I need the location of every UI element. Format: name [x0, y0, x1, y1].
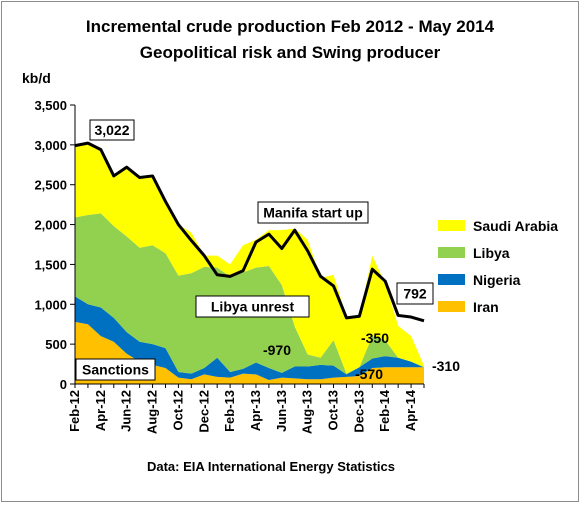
annotation-iran-delta: -570: [355, 366, 383, 382]
annotation-libya-unrest: Libya unrest: [211, 299, 295, 315]
y-tick-label: 500: [45, 337, 67, 352]
legend-label: Nigeria: [473, 272, 521, 288]
annotation-end-value: 792: [403, 286, 427, 302]
area-libya: [75, 213, 424, 375]
annotation-peak: 3,022: [94, 122, 129, 138]
x-tick-label: Oct-13: [326, 390, 341, 430]
y-tick-label: 3,000: [34, 138, 67, 153]
y-tick-label: 2,500: [34, 178, 67, 193]
y-tick-label: 0: [60, 377, 67, 392]
annotation-manifa: Manifa start up: [263, 205, 363, 221]
annotations: 3,022 Manifa start up Libya unrest Sanction…: [75, 119, 460, 382]
source-note: Data: EIA International Energy Statistic…: [147, 459, 395, 474]
x-tick-label: Feb-12: [67, 390, 82, 432]
x-tick-label: Aug-13: [300, 390, 315, 434]
x-tick-label: Dec-12: [196, 390, 211, 433]
x-tick-label: Aug-12: [145, 390, 160, 434]
chart-subtitle: Geopolitical risk and Swing producer: [140, 43, 441, 62]
annotation-sanctions: Sanctions: [82, 362, 149, 378]
legend-swatch: [438, 274, 465, 285]
y-tick-label: 1,000: [34, 297, 67, 312]
legend-label: Saudi Arabia: [473, 218, 558, 234]
legend-label: Libya: [473, 245, 510, 261]
x-tick-label: Jun-12: [119, 390, 134, 432]
annotation-libya-unrest-box: [195, 295, 310, 318]
legend: Saudi Arabia Libya Nigeria Iran: [438, 218, 558, 315]
y-axis-label: kb/d: [22, 70, 51, 86]
annotation-peak-box: [89, 119, 135, 141]
x-tick-label: Apr-12: [93, 390, 108, 431]
stacked-areas: [74, 141, 425, 384]
area-nigeria: [75, 296, 424, 381]
annotation-saudi-delta: -350: [361, 330, 389, 346]
axes: 0 500 1,000 1,500 2,000 2,500 3,000 3,500 Feb-12…: [34, 98, 425, 434]
annotation-manifa-box: [257, 201, 369, 224]
x-tick-label: Oct-12: [170, 390, 185, 430]
x-tick-label: Feb-14: [377, 389, 392, 432]
legend-swatch: [438, 220, 465, 231]
area-iran: [75, 321, 424, 384]
annotation-sanctions-box: [75, 358, 156, 381]
x-tick-label: Apr-13: [248, 390, 263, 431]
legend-swatch: [438, 247, 465, 258]
x-tick-label: Dec-13: [351, 390, 366, 433]
chart-title: Incremental crude production Feb 2012 - …: [86, 17, 495, 36]
y-tick-label: 3,500: [34, 98, 67, 113]
legend-swatch: [438, 301, 465, 312]
x-tick-label: Feb-13: [222, 390, 237, 432]
total-line: [74, 141, 425, 323]
x-tick-label: Apr-14: [403, 389, 418, 431]
x-tick-label: Jun-13: [274, 390, 289, 432]
annotation-end-value-box: [396, 282, 434, 305]
annotation-libya-delta: -970: [263, 342, 291, 358]
y-tick-label: 2,000: [34, 218, 67, 233]
y-tick-label: 1,500: [34, 257, 67, 272]
annotation-nigeria-delta: -310: [432, 358, 460, 374]
legend-label: Iran: [473, 299, 499, 315]
